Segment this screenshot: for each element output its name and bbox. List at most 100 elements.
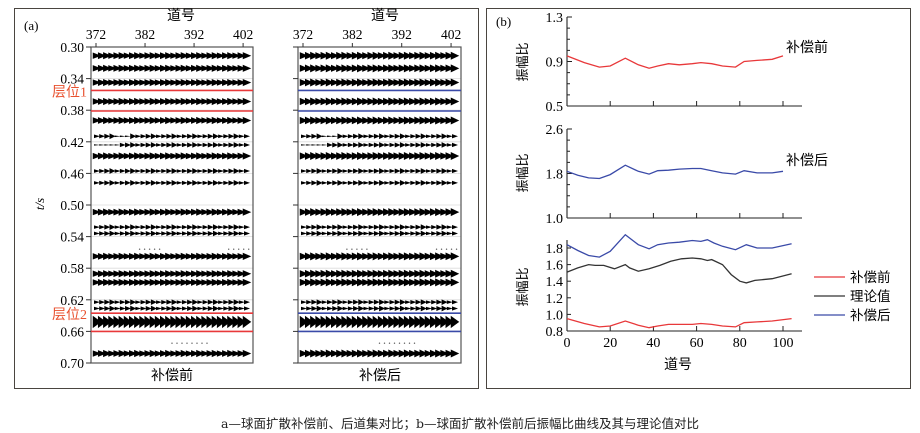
wavelet bbox=[346, 315, 356, 329]
wavelet bbox=[325, 152, 335, 161]
wavelet bbox=[445, 349, 455, 358]
x-tick-label: 0 bbox=[564, 336, 571, 351]
wavelet bbox=[347, 142, 354, 148]
wavelet bbox=[114, 135, 121, 138]
wavelet bbox=[445, 269, 455, 278]
wavelet bbox=[242, 278, 252, 287]
wavelet bbox=[368, 168, 375, 174]
wavelet bbox=[415, 230, 422, 236]
wavelet bbox=[118, 315, 128, 329]
wavelet bbox=[316, 144, 323, 146]
wavelet bbox=[206, 52, 216, 60]
wavelet bbox=[299, 116, 309, 125]
wavelet bbox=[311, 299, 318, 305]
wavelet bbox=[429, 51, 439, 60]
wavelet bbox=[196, 208, 205, 216]
wavelet bbox=[238, 225, 245, 229]
wavelet bbox=[144, 208, 153, 216]
wavelet bbox=[232, 65, 241, 72]
wavelet bbox=[135, 169, 142, 173]
noise-dot bbox=[393, 342, 396, 344]
wavelet bbox=[244, 231, 250, 236]
wavelet bbox=[175, 152, 185, 160]
wavelet bbox=[321, 135, 328, 138]
wavelet bbox=[145, 224, 152, 230]
wavelet bbox=[125, 224, 132, 230]
wavelet bbox=[346, 152, 356, 160]
wavelet bbox=[353, 180, 360, 186]
wavelet bbox=[320, 252, 330, 261]
wavelet bbox=[97, 79, 107, 86]
wavelet bbox=[394, 168, 401, 174]
x-tick-label: 382 bbox=[342, 27, 362, 42]
wavelet bbox=[191, 52, 200, 60]
wavelet bbox=[104, 168, 111, 174]
wavelet bbox=[310, 252, 319, 261]
wavelet bbox=[373, 224, 380, 230]
wavelet bbox=[332, 299, 339, 305]
wavelet bbox=[156, 169, 163, 173]
wavelet bbox=[238, 169, 245, 173]
wavelet bbox=[325, 208, 335, 217]
wavelet bbox=[301, 300, 307, 304]
wavelet bbox=[450, 97, 460, 106]
wavelet bbox=[161, 168, 168, 174]
wavelet bbox=[206, 252, 216, 260]
wavelet bbox=[165, 252, 174, 260]
wavelet bbox=[351, 64, 361, 73]
wavelet bbox=[410, 300, 417, 305]
wavelet bbox=[197, 143, 204, 147]
y-tick-label: 0.54 bbox=[60, 230, 84, 245]
wavelet bbox=[419, 64, 429, 73]
series-line-补偿后 bbox=[566, 164, 784, 180]
wavelet bbox=[299, 208, 309, 216]
wavelet bbox=[123, 65, 133, 72]
wavelet bbox=[388, 97, 397, 106]
wavelet bbox=[130, 133, 137, 140]
wavelet bbox=[149, 116, 159, 125]
wavelet bbox=[114, 144, 121, 146]
wavelet bbox=[409, 116, 418, 125]
wavelet bbox=[337, 133, 344, 140]
wavelet bbox=[362, 116, 371, 125]
wavelet bbox=[123, 98, 133, 105]
wavelet bbox=[103, 315, 112, 329]
wavelet bbox=[357, 116, 366, 125]
subplot3-xlabel: 道号 bbox=[664, 357, 692, 373]
wavelet bbox=[452, 180, 458, 186]
wavelet bbox=[388, 269, 397, 278]
wavelet bbox=[383, 116, 392, 125]
wavelet bbox=[218, 181, 225, 185]
wavelet bbox=[165, 116, 174, 125]
wavelet bbox=[373, 133, 380, 139]
wavelet bbox=[358, 180, 365, 186]
wavelet bbox=[341, 78, 350, 87]
wavelet bbox=[415, 133, 422, 139]
wavelet bbox=[171, 224, 178, 230]
wavelet bbox=[114, 225, 121, 229]
wavelet bbox=[405, 134, 412, 139]
wavelet bbox=[310, 152, 319, 161]
wavelet bbox=[191, 315, 200, 329]
wavelet bbox=[170, 117, 179, 124]
wavelet bbox=[145, 142, 152, 148]
wavelet bbox=[389, 300, 396, 305]
wavelet bbox=[144, 252, 153, 260]
wavelet bbox=[398, 64, 408, 73]
wavelet bbox=[175, 64, 185, 72]
wavelet bbox=[108, 315, 117, 329]
wavelet bbox=[341, 269, 350, 278]
noise-dot bbox=[398, 342, 401, 344]
wavelet bbox=[92, 52, 102, 59]
wavelet bbox=[363, 169, 370, 173]
wavelet bbox=[325, 51, 335, 60]
wavelet bbox=[170, 52, 179, 59]
wavelet bbox=[196, 116, 205, 125]
wavelet bbox=[362, 208, 371, 216]
wavelet bbox=[196, 97, 205, 106]
wavelet bbox=[135, 181, 142, 185]
wavelet bbox=[191, 98, 200, 105]
wavelet bbox=[311, 305, 318, 311]
x-tick-label: 20 bbox=[603, 336, 617, 351]
wavelet bbox=[379, 299, 386, 306]
